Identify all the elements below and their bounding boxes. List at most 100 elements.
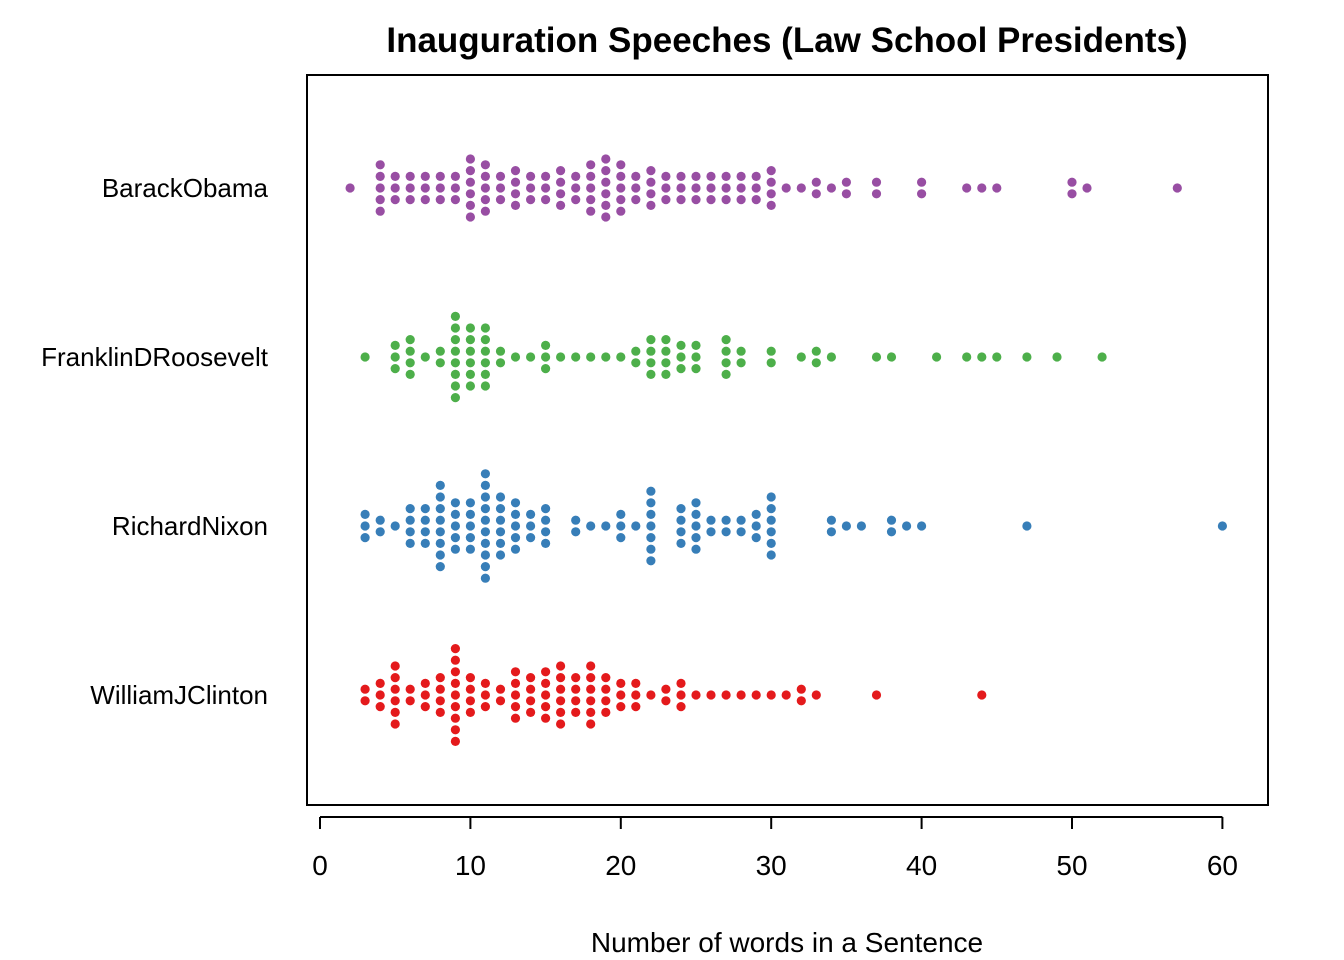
data-point (766, 200, 776, 210)
data-point (480, 573, 490, 583)
data-point (435, 195, 445, 205)
data-point (631, 521, 641, 531)
data-point (541, 678, 551, 689)
data-point (526, 509, 536, 519)
data-point (571, 515, 581, 525)
data-point (450, 736, 460, 747)
data-point (510, 690, 521, 700)
data-point (586, 171, 596, 181)
data-point (480, 678, 490, 689)
data-point (601, 154, 611, 164)
data-point (405, 369, 415, 379)
data-point (556, 673, 566, 683)
data-point (495, 684, 506, 694)
data-point (571, 183, 581, 193)
data-point (450, 358, 460, 368)
data-point (646, 335, 656, 345)
data-point (495, 504, 506, 514)
data-point (811, 690, 821, 700)
data-point (510, 713, 521, 723)
group-label: RichardNixon (112, 511, 268, 541)
data-point (1052, 352, 1062, 362)
data-point (420, 690, 430, 700)
data-point (390, 364, 400, 374)
data-point (435, 480, 445, 490)
data-point (917, 177, 927, 187)
data-point (586, 206, 596, 216)
data-point (826, 527, 837, 537)
data-point (571, 684, 581, 694)
data-point (495, 538, 506, 549)
data-point (691, 498, 701, 508)
data-point (796, 696, 806, 706)
data-point (450, 346, 460, 356)
data-point (646, 533, 656, 543)
data-point (736, 183, 746, 193)
data-point (661, 335, 671, 345)
data-point (495, 492, 506, 502)
data-point (766, 166, 776, 176)
data-point (480, 369, 490, 379)
data-point (390, 684, 400, 694)
data-point (390, 340, 400, 350)
data-point (465, 323, 475, 333)
data-point (526, 684, 536, 694)
data-point (450, 655, 460, 665)
data-point (480, 335, 490, 345)
data-point (721, 195, 731, 205)
data-point (435, 183, 445, 193)
data-point (571, 352, 581, 362)
data-point (661, 696, 671, 706)
series-3 (360, 644, 987, 747)
data-point (751, 195, 761, 205)
data-point (495, 183, 506, 193)
data-point (691, 352, 701, 362)
data-point (616, 160, 626, 170)
data-point (977, 690, 987, 700)
data-point (435, 504, 445, 514)
data-point (450, 725, 460, 735)
x-axis-label: Number of words in a Sentence (591, 927, 983, 958)
data-point (465, 707, 475, 718)
data-point (766, 346, 776, 356)
data-point (661, 369, 671, 379)
data-point (480, 171, 490, 181)
data-point (571, 707, 581, 718)
data-point (420, 352, 430, 362)
data-point (405, 504, 415, 514)
data-point (480, 346, 490, 356)
data-point (480, 492, 490, 502)
data-point (510, 544, 521, 554)
data-point (766, 527, 776, 537)
data-point (556, 200, 566, 210)
data-point (691, 690, 701, 700)
data-point (435, 550, 445, 560)
data-point (992, 352, 1002, 362)
data-point (601, 189, 611, 199)
data-point (661, 346, 671, 356)
data-point (480, 702, 490, 712)
data-point (586, 661, 596, 671)
data-point (676, 183, 686, 193)
data-point (886, 515, 897, 525)
data-point (435, 562, 445, 572)
data-point (721, 358, 731, 368)
data-point (375, 527, 385, 537)
data-point (390, 719, 400, 729)
data-point (691, 183, 701, 193)
data-point (541, 352, 551, 362)
data-point (541, 195, 551, 205)
data-point (450, 678, 460, 689)
data-point (435, 492, 445, 502)
data-point (480, 527, 490, 537)
data-point (450, 195, 460, 205)
data-point (781, 690, 791, 700)
data-point (646, 369, 656, 379)
data-point (450, 702, 460, 712)
data-point (375, 171, 385, 181)
data-point (480, 550, 490, 560)
data-point (480, 160, 490, 170)
data-point (495, 171, 506, 181)
data-point (465, 200, 475, 210)
data-point (526, 696, 536, 706)
